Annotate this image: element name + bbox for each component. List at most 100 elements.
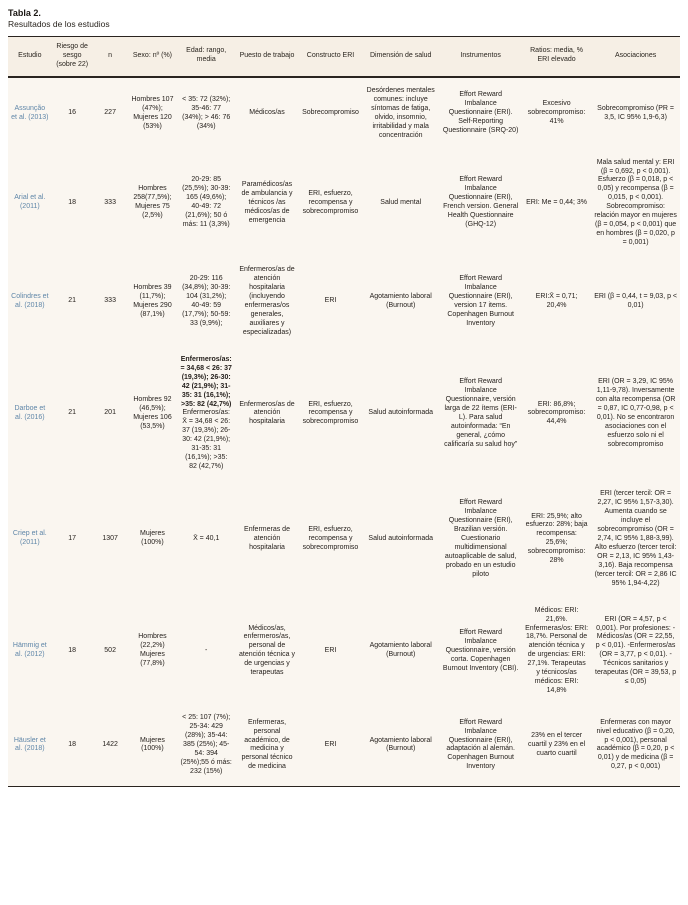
table-row: Hämmig et al. (2012) 18 502 Hombres (22,… [8,598,680,706]
cell-riesgo: 18 [68,198,77,206]
cell-riesgo: 21 [68,297,77,305]
table-header: Estudio Riesgo de sesgo (sobre 22) n Sex… [8,36,680,77]
col-header-puesto: Puesto de trabajo [239,51,295,59]
cell-sexo: Mujeres (100%) [140,736,165,753]
cell-dimension: Salud mental [380,198,422,206]
table-row: Assunção et al. (2013) 16 227 Hombres 10… [8,77,680,150]
cell-instrumentos: Effort Reward Imbalance Questionnaire (E… [447,275,514,327]
cell-n: 333 [104,198,116,206]
table-caption: Resultados de los estudios [8,19,110,29]
cell-ratios: ERI: 25,9%; alto esfuerzo: 28%; baja rec… [525,512,588,565]
cell-constructo: ERI [324,741,337,748]
cell-riesgo: 16 [68,109,77,117]
col-header-constructo: Constructo ERI [306,51,355,59]
cell-puesto: Paramédicos/as de ambulancia y técnicos … [241,180,293,224]
cell-riesgo: 21 [68,409,77,417]
cell-sexo: Hombres 39 (11,7%); Mujeres 290 (87,1%) [133,284,172,318]
col-header-riesgo: Riesgo de sesgo (sobre 22) [56,43,89,68]
cell-constructo: ERI [324,646,337,654]
col-header-edad: Edad: rango, media [186,47,227,64]
cell-instrumentos: Effort Reward Imbalance Questionnaire, v… [444,378,518,448]
study-link[interactable]: Arial et al. (2011) [14,194,46,211]
cell-dimension: Salud autoinformada [368,534,434,542]
col-header-sexo: Sexo: nº (%) [132,51,173,59]
cell-dimension: Agotamiento laboral (Burnout) [369,292,432,309]
cell-asociaciones: ERI (tercer tercil: OR = 2,27, IC 95% 1,… [594,490,677,587]
cell-asociaciones: ERI (OR = 4,57, p < 0,001). Por profesio… [595,615,677,686]
cell-ratios: Médicos: ERI: 21,6%. Enfermeras/os: ERI:… [525,606,589,695]
cell-asociaciones: ERI (β = 0,44, t = 9,03, p < 0,01) [594,292,678,309]
cell-edad: < 35: 72 (32%); 35-46: 77 (34%); > 46: 7… [182,95,231,130]
cell-sexo: Mujeres (100%) [140,530,165,547]
edad-group: Enfermeros/as: X̄ = 34,68 < 26: 37 (19,3… [182,409,231,471]
cell-dimension: Agotamiento laboral (Burnout) [369,736,432,753]
table-row: Arial et al. (2011) 18 333 Hombres 258(7… [8,150,680,258]
cell-edad: X̄ = 40,1 [193,534,220,542]
cell-edad: < 25: 107 (7%); 25-34: 429 (28%); 35-44:… [180,714,232,775]
cell-sexo: Hombres (22,2%) Mujeres (77,8%) [138,633,167,668]
cell-n: 1307 [102,534,118,542]
study-link[interactable]: Häusler et al. (2018) [13,736,46,753]
cell-estudio: Colindres et al. (2018) [8,257,52,347]
col-header-dimension: Dimensión de salud [369,51,432,59]
cell-edad: 20-29: 85 (25,5%); 30-39: 165 (49,6%); 4… [182,176,231,229]
cell-riesgo: 17 [68,534,77,542]
col-header-asociaciones: Asociaciones [614,51,657,59]
cell-asociaciones: ERI (OR = 3,29, IC 95% 1,11-9,78). Inver… [595,378,676,448]
cell-puesto: Enfermeras de atención hospitalaria [244,525,290,551]
cell-constructo: Sobrecompromiso [302,109,359,117]
cell-constructo: ERI [324,297,337,305]
cell-n: 333 [104,297,116,305]
table-row: Colindres et al. (2018) 21 333 Hombres 3… [8,257,680,347]
table-label: Tabla 2. [8,8,41,18]
cell-puesto: Enfermeras, personal académico, de medic… [241,718,293,771]
cell-dimension: Salud autoinformada [368,409,434,417]
cell-riesgo: 18 [68,741,77,748]
cell-instrumentos: Effort Reward Imbalance Questionnaire (E… [446,718,515,771]
cell-estudio: Darboe et al. (2016) [8,347,52,481]
cell-edad: Enfermeros/as: = 34,68 < 26: 37 (19,3%);… [177,347,235,481]
cell-estudio: Häusler et al. (2018) [8,705,52,786]
cell-n: 1422 [102,741,118,748]
col-header-ratios: Ratios: media, % ERI elevado [530,47,584,64]
cell-instrumentos: Effort Reward Imbalance Questionnaire (E… [442,91,519,135]
edad-group-bold: Enfermeros/as: = 34,68 < 26: 37 (19,3%);… [180,355,232,408]
page: Tabla 2. Resultados de los estudios Estu… [8,8,680,787]
cell-puesto: Médicos/as [249,109,285,117]
cell-dimension: Desórdenes mentales comunes: incluye sín… [366,86,435,139]
cell-puesto: Médicos/as, enfermeros/as, personal de a… [238,624,296,677]
cell-asociaciones: Enfermeras con mayor nivel educativo (β … [596,718,675,771]
cell-n: 227 [104,109,116,117]
study-link[interactable]: Colindres et al. (2018) [11,292,49,309]
cell-ratios: ERI: Me = 0,44; 3% [526,198,588,206]
study-link[interactable]: Darboe et al. (2016) [14,404,46,421]
results-table: Estudio Riesgo de sesgo (sobre 22) n Sex… [8,36,680,787]
table-row: Criep et al. (2011) 17 1307 Mujeres (100… [8,481,680,597]
cell-n: 502 [104,646,116,654]
cell-constructo: ERI, esfuerzo, recompensa y sobrecomprom… [302,189,359,215]
cell-riesgo: 18 [68,646,77,654]
cell-sexo: Hombres 258(77,5%); Mujeres 75 (2,5%) [133,185,172,220]
cell-instrumentos: Effort Reward Imbalance Questionnaire, v… [442,628,519,672]
table-row: Darboe et al. (2016) 21 201 Hombres 92 (… [8,347,680,481]
cell-edad: - [205,646,208,654]
col-header-instrumentos: Instrumentos [460,51,501,59]
cell-constructo: ERI, esfuerzo, recompensa y sobrecomprom… [302,400,359,426]
cell-puesto: Enfermeros/as de atención hospitalaria [239,400,295,426]
table-row: Häusler et al. (2018) 18 1422 Mujeres (1… [8,705,680,786]
study-link[interactable]: Hämmig et al. (2012) [12,642,47,659]
cell-ratios: ERI:X̄ = 0,71; 20,4% [535,292,578,309]
cell-estudio: Assunção et al. (2013) [8,77,52,150]
study-link[interactable]: Assunção et al. (2013) [11,104,49,121]
study-link[interactable]: Criep et al. (2011) [12,530,47,547]
cell-estudio: Criep et al. (2011) [8,481,52,597]
cell-sexo: Hombres 107 (47%); Mujeres 120 (53%) [131,95,174,130]
cell-dimension: Agotamiento laboral (Burnout) [369,642,432,659]
cell-puesto: Enfermeros/as de atención hospitalaria (… [239,266,295,336]
cell-ratios: ERI: 86,8%; sobrecompromiso: 44,4% [527,400,586,426]
cell-sexo: Hombres 92 (46,5%); Mujeres 106 (53,5%) [133,396,172,430]
col-header-n: n [108,51,113,59]
cell-asociaciones: Sobrecompromiso (PR = 3,5, IC 95% 1,9-6,… [597,104,675,121]
cell-estudio: Arial et al. (2011) [8,150,52,258]
cell-edad: 20-29: 116 (34,8%); 30-39: 104 (31,2%); … [182,275,231,327]
